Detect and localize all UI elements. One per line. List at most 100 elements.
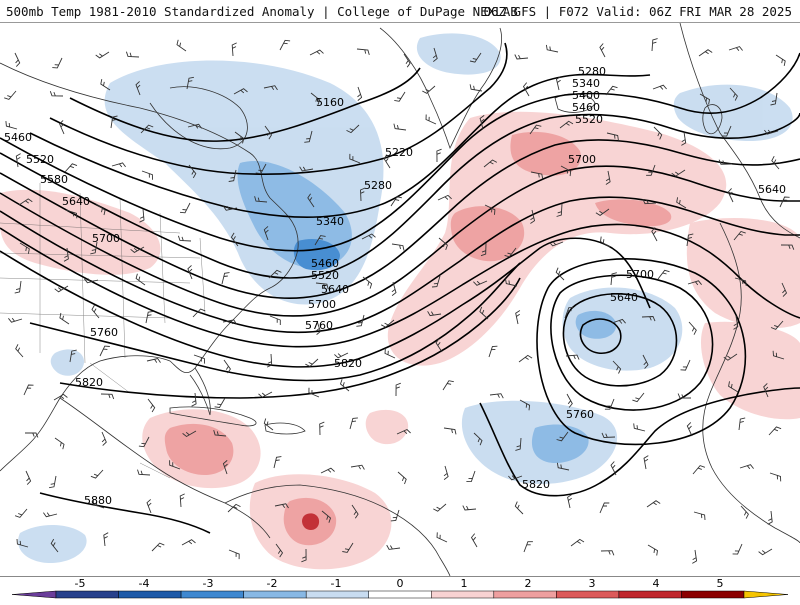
wind-barb [179, 493, 185, 508]
wind-barb [43, 512, 58, 518]
wind-barb [222, 319, 237, 325]
wind-barb [394, 91, 406, 102]
wind-barb [473, 280, 488, 286]
wind-barb [633, 423, 646, 432]
political-borders [0, 183, 206, 479]
wind-barb [556, 203, 563, 217]
wind-barb [223, 205, 238, 211]
wind-barb [391, 243, 405, 251]
wind-barb [91, 304, 100, 319]
wind-barb [632, 392, 645, 403]
wind-barb [646, 500, 661, 508]
wind-barb [361, 233, 376, 240]
wind-barb [54, 437, 65, 450]
contour-labels: 5280 5340 5400 5460 5520 5700 5640 5160 … [4, 65, 786, 507]
wind-barb [692, 549, 698, 564]
colorbar-arrow-high [743, 590, 789, 599]
wind-barb [15, 344, 24, 358]
wind-barb [555, 267, 565, 281]
wind-barb [182, 430, 197, 438]
wind-barb [140, 124, 154, 134]
wind-barb [65, 209, 78, 219]
coastline-africa [702, 222, 800, 544]
wind-barb [176, 39, 187, 52]
wind-barb [383, 154, 391, 169]
contour-label: 5640 [62, 195, 90, 208]
wind-barb [63, 247, 69, 262]
coastline-hispaniola [264, 422, 306, 435]
wind-barbs [4, 38, 795, 564]
wind-barb [570, 538, 585, 547]
contour-label: 5640 [758, 183, 786, 196]
wind-barb [600, 236, 611, 248]
wind-barb [187, 265, 193, 280]
wind-barb [334, 352, 349, 359]
wind-barb [139, 208, 145, 223]
wind-barb [100, 79, 111, 91]
contour-label: 5400 [572, 89, 600, 102]
colorbar-swatch [556, 590, 620, 599]
wind-barb [515, 437, 522, 451]
colorbar-arrow-low [11, 590, 57, 599]
contour-5400 [0, 112, 800, 279]
wind-barb [431, 275, 441, 288]
wind-barb [23, 384, 34, 396]
colorbar-tick-label: -2 [267, 577, 278, 590]
wind-barb [177, 235, 192, 242]
wind-barb [473, 432, 483, 446]
wind-barb [24, 432, 39, 438]
contour-label: 5520 [311, 269, 339, 282]
wind-barb [193, 354, 206, 364]
contour-label: 5700 [92, 232, 120, 245]
cold-anomaly-greenland [416, 33, 501, 75]
contour-5220 [49, 42, 508, 176]
wind-barb [103, 532, 109, 547]
wind-barb [54, 285, 69, 293]
contour-label: 5820 [522, 478, 550, 491]
contour-label: 5760 [305, 319, 333, 332]
wind-barb [601, 432, 616, 438]
contour-low-5700 [550, 274, 714, 411]
colorbar-swatch [55, 590, 119, 599]
wind-barb [49, 91, 64, 97]
wind-barb [560, 165, 572, 177]
wind-barb [605, 85, 618, 96]
wind-barb [642, 199, 657, 205]
wind-barb [677, 393, 692, 399]
warm-anomaly-caribbean-core [164, 423, 234, 475]
colorbar-swatch [618, 590, 682, 599]
wind-barb [529, 124, 542, 135]
wind-barb [734, 277, 747, 286]
wind-barb [599, 43, 606, 58]
wind-barb [59, 312, 70, 325]
wind-barb [549, 241, 564, 247]
wind-barb [92, 499, 105, 509]
wind-barb [130, 246, 145, 253]
wind-barb [651, 227, 658, 242]
wind-barb [135, 273, 146, 286]
wind-barb [14, 52, 21, 67]
wind-barb [514, 54, 529, 60]
wind-barb [309, 49, 324, 56]
wind-barb [462, 505, 477, 511]
contour-label: 5580 [40, 173, 68, 186]
wind-barb [255, 163, 267, 175]
contour-5820-west [59, 277, 521, 399]
wind-barb [740, 505, 749, 519]
wind-barb [641, 316, 656, 322]
contour-5880 [39, 492, 211, 534]
wind-barb [179, 202, 191, 214]
colorbar-tick-label: 3 [589, 577, 596, 590]
wind-barb [687, 280, 702, 286]
wind-barb [425, 114, 437, 125]
cold-anomaly-central-atlantic-core [531, 424, 589, 463]
wind-barb [231, 42, 237, 57]
wind-barb [567, 494, 573, 509]
wind-barb [350, 464, 365, 470]
wind-barb [721, 125, 732, 137]
wind-barb [522, 82, 530, 97]
wind-barb [384, 348, 396, 359]
wind-barb [651, 38, 658, 52]
wind-barb [612, 360, 622, 374]
